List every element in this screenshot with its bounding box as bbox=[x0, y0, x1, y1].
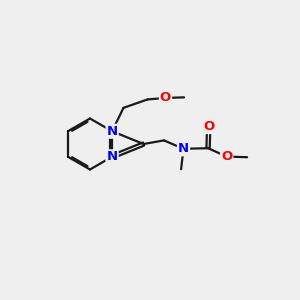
Text: O: O bbox=[221, 150, 232, 163]
Text: N: N bbox=[106, 125, 118, 138]
Text: N: N bbox=[178, 142, 189, 155]
Text: O: O bbox=[203, 120, 214, 133]
Text: O: O bbox=[160, 92, 171, 104]
Text: N: N bbox=[106, 150, 118, 163]
